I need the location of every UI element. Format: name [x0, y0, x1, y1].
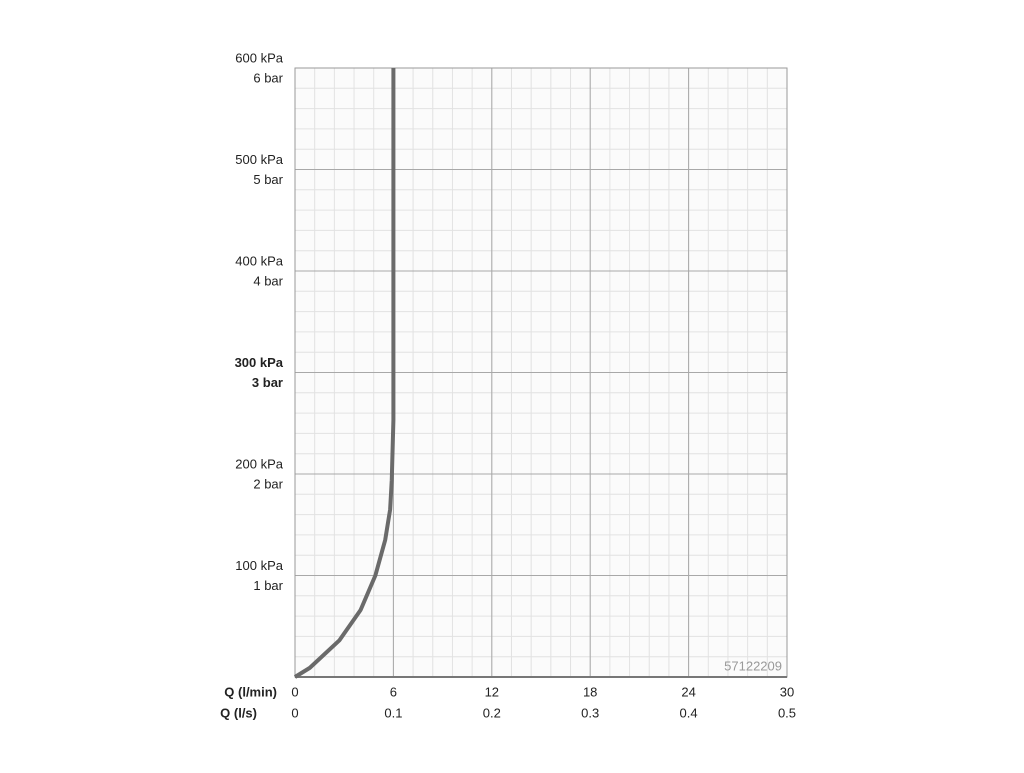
x2-axis-label: Q (l/s)	[220, 705, 257, 720]
x-tick-label: 18	[583, 684, 597, 699]
y-tick-label-secondary: 6 bar	[253, 70, 283, 85]
y-tick-label: 200 kPa	[235, 456, 283, 471]
grid	[294, 67, 788, 677]
x2-tick-label: 0.5	[778, 705, 796, 720]
x-tick-label: 24	[681, 684, 695, 699]
curve	[293, 68, 396, 679]
x2-tick-label: 0.3	[581, 705, 599, 720]
x2-tick-label: 0.2	[483, 705, 501, 720]
y-tick-label-secondary: 2 bar	[253, 476, 283, 491]
y-tick-label: 600 kPa	[235, 50, 283, 65]
y-tick-label: 500 kPa	[235, 152, 283, 167]
y-tick-label: 100 kPa	[235, 558, 283, 573]
y-tick-label: 300 kPa	[235, 355, 284, 370]
y-tick-label-secondary: 1 bar	[253, 578, 283, 593]
x2-tick-label: 0.1	[384, 705, 402, 720]
y-tick-label: 400 kPa	[235, 253, 283, 268]
x-axis-label: Q (l/min)	[224, 684, 277, 699]
x2-tick-label: 0	[291, 705, 298, 720]
x-tick-label: 6	[390, 684, 397, 699]
watermark: 57122209	[724, 658, 782, 673]
x-tick-label: 12	[485, 684, 499, 699]
y-tick-label-secondary: 4 bar	[253, 273, 283, 288]
y-tick-label-secondary: 3 bar	[252, 375, 283, 390]
y-tick-label-secondary: 5 bar	[253, 172, 283, 187]
x2-tick-label: 0.4	[680, 705, 698, 720]
x-tick-label: 30	[780, 684, 794, 699]
x-tick-label: 0	[291, 684, 298, 699]
